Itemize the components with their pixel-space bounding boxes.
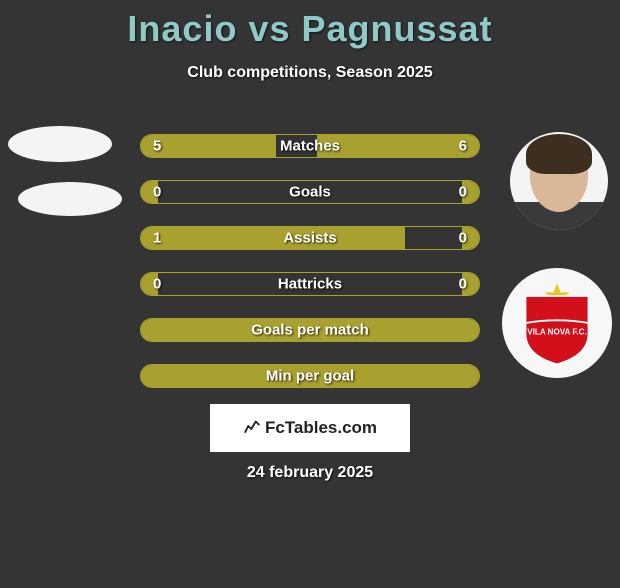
stats-comparison: Matches56Goals00Assists10Hattricks00Goal… bbox=[140, 134, 480, 410]
stat-row: Min per goal bbox=[140, 364, 480, 388]
stat-label: Goals bbox=[141, 184, 479, 201]
stat-value-right: 0 bbox=[459, 230, 467, 247]
date-text: 24 february 2025 bbox=[0, 464, 620, 482]
stat-value-right: 0 bbox=[459, 276, 467, 293]
stat-label: Hattricks bbox=[141, 276, 479, 293]
stat-row: Goals per match bbox=[140, 318, 480, 342]
club-right-logo: VILA NOVA F.C. bbox=[502, 268, 612, 378]
stat-value-right: 6 bbox=[459, 138, 467, 155]
stat-row: Matches5 6 bbox=[140, 134, 480, 158]
stat-label: Min per goal bbox=[141, 368, 479, 385]
branding-box: FcTables.com bbox=[210, 404, 410, 452]
stat-value-left: 5 bbox=[153, 138, 161, 155]
stat-value-left: 1 bbox=[153, 230, 161, 247]
branding-icon bbox=[243, 417, 261, 440]
stat-row: Assists1 0 bbox=[140, 226, 480, 250]
club-left-logo bbox=[18, 182, 122, 216]
stat-row: Goals0 0 bbox=[140, 180, 480, 204]
page-title: Inacio vs Pagnussat bbox=[0, 8, 620, 50]
player-right-avatar bbox=[510, 132, 608, 230]
svg-text:VILA NOVA F.C.: VILA NOVA F.C. bbox=[527, 328, 586, 337]
stat-label: Assists bbox=[141, 230, 479, 247]
stat-row: Hattricks0 0 bbox=[140, 272, 480, 296]
stat-value-left: 0 bbox=[153, 276, 161, 293]
stat-label: Matches bbox=[141, 138, 479, 155]
player-left-avatar bbox=[8, 126, 112, 162]
stat-value-left: 0 bbox=[153, 184, 161, 201]
subtitle: Club competitions, Season 2025 bbox=[0, 64, 620, 82]
stat-value-right: 0 bbox=[459, 184, 467, 201]
branding-text: FcTables.com bbox=[265, 418, 377, 438]
stat-label: Goals per match bbox=[141, 322, 479, 339]
